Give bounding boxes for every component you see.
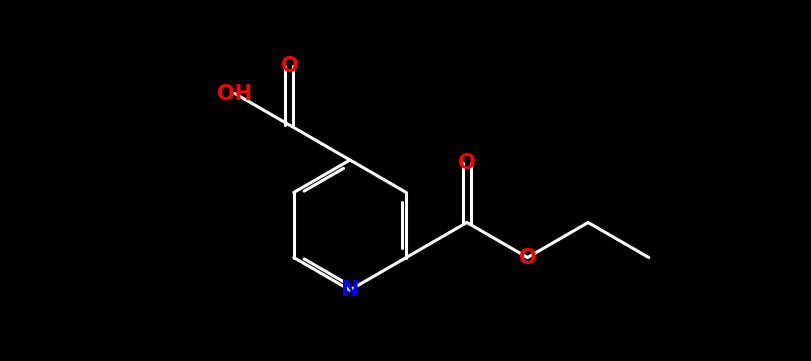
Text: O: O (457, 153, 475, 173)
Text: OH: OH (217, 83, 252, 104)
Text: O: O (518, 248, 536, 268)
Text: O: O (281, 56, 298, 75)
Text: N: N (341, 280, 358, 300)
